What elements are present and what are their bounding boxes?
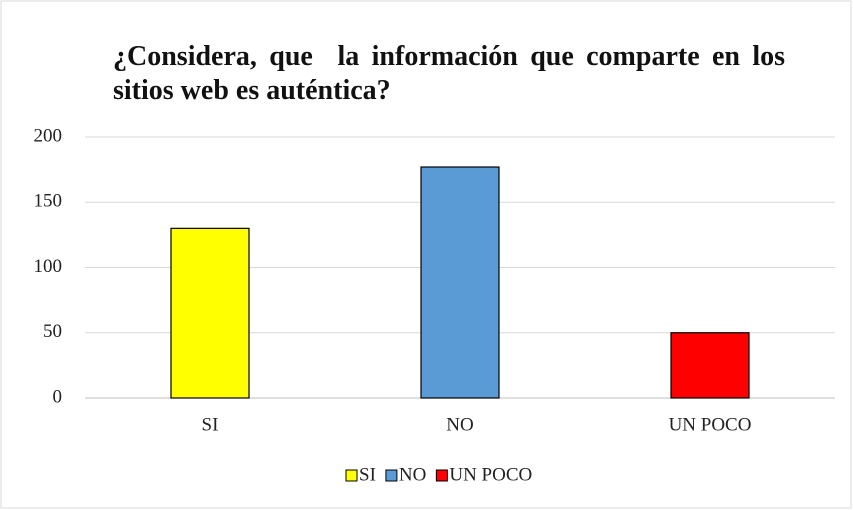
- x-tick-label: NO: [446, 414, 473, 435]
- bar: [170, 227, 250, 399]
- legend-swatch: [385, 469, 398, 482]
- bar: [670, 332, 750, 399]
- bar: [420, 166, 500, 399]
- y-tick-label: 100: [34, 256, 63, 277]
- chart-title: ¿Considera, que la información que compa…: [113, 41, 785, 106]
- legend-label: SI: [359, 464, 376, 485]
- x-tick-label: UN POCO: [669, 414, 752, 435]
- x-tick-label: SI: [202, 414, 219, 435]
- legend-label: UN POCO: [449, 464, 532, 485]
- y-tick-label: 50: [43, 321, 62, 342]
- legend-swatch: [345, 469, 358, 482]
- legend-label: NO: [399, 464, 426, 485]
- y-tick-label: 0: [53, 386, 63, 407]
- legend-swatch: [435, 469, 448, 482]
- y-tick-label: 200: [34, 125, 63, 146]
- y-tick-label: 150: [34, 191, 63, 212]
